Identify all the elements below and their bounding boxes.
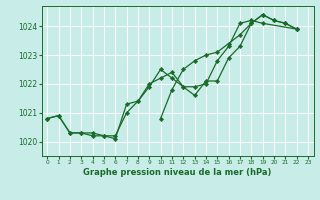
X-axis label: Graphe pression niveau de la mer (hPa): Graphe pression niveau de la mer (hPa) xyxy=(84,168,272,177)
